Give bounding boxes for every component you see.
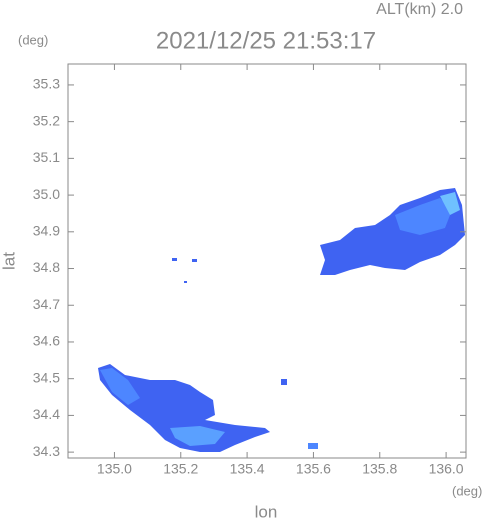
y-axis-label: lat: [0, 252, 18, 270]
echo: [281, 379, 287, 385]
echo: [308, 443, 318, 449]
y-unit: (deg): [18, 32, 48, 47]
altitude: ALT(km) 2.0: [376, 1, 463, 18]
y-tick-label: 35.3: [33, 76, 60, 92]
x-tick-label: 135.6: [296, 461, 331, 477]
y-tick-label: 34.4: [33, 406, 60, 422]
y-tick-label: 34.7: [33, 296, 60, 312]
x-tick-label: 135.8: [362, 461, 397, 477]
x-unit: (deg): [452, 483, 482, 498]
echo: [172, 258, 177, 261]
echo: [170, 426, 225, 446]
y-tick-label: 35.0: [33, 186, 60, 202]
y-tick-label: 34.3: [33, 443, 60, 459]
echo: [440, 192, 460, 215]
plot-frame: [67, 63, 467, 459]
x-tick-label: 135.4: [230, 461, 265, 477]
echo: [100, 368, 140, 405]
echo: [395, 198, 452, 235]
x-tick-label: 135.0: [97, 461, 132, 477]
echo: [98, 364, 270, 452]
echo-area: [98, 188, 465, 452]
y-tick-label: 34.5: [33, 369, 60, 385]
y-tick-label: 34.6: [33, 333, 60, 349]
echo: [184, 281, 187, 283]
x-tick-label: 136.0: [429, 461, 464, 477]
x-tick-label: 135.2: [163, 461, 198, 477]
chart-title: 2021/12/25 21:53:17: [156, 27, 376, 54]
y-tick-label: 34.9: [33, 223, 60, 239]
x-axis-label: lon: [255, 502, 278, 521]
y-tick-label: 35.1: [33, 149, 60, 165]
y-tick-label: 35.2: [33, 112, 60, 128]
y-tick-label: 34.8: [33, 259, 60, 275]
echo: [192, 259, 197, 262]
